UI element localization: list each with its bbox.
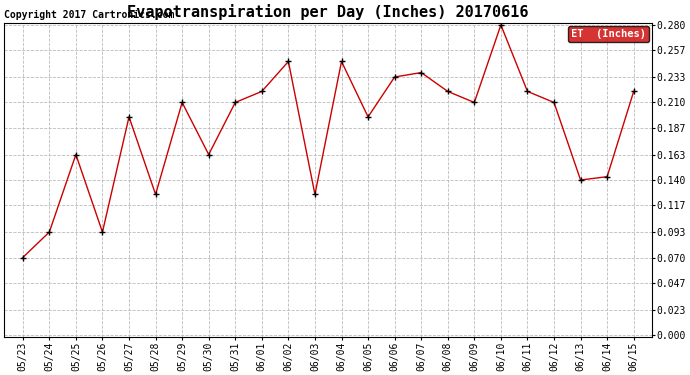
Text: Copyright 2017 Cartronics.com: Copyright 2017 Cartronics.com xyxy=(4,9,175,20)
Legend: ET  (Inches): ET (Inches) xyxy=(568,26,649,42)
Title: Evapotranspiration per Day (Inches) 20170616: Evapotranspiration per Day (Inches) 2017… xyxy=(128,4,529,20)
